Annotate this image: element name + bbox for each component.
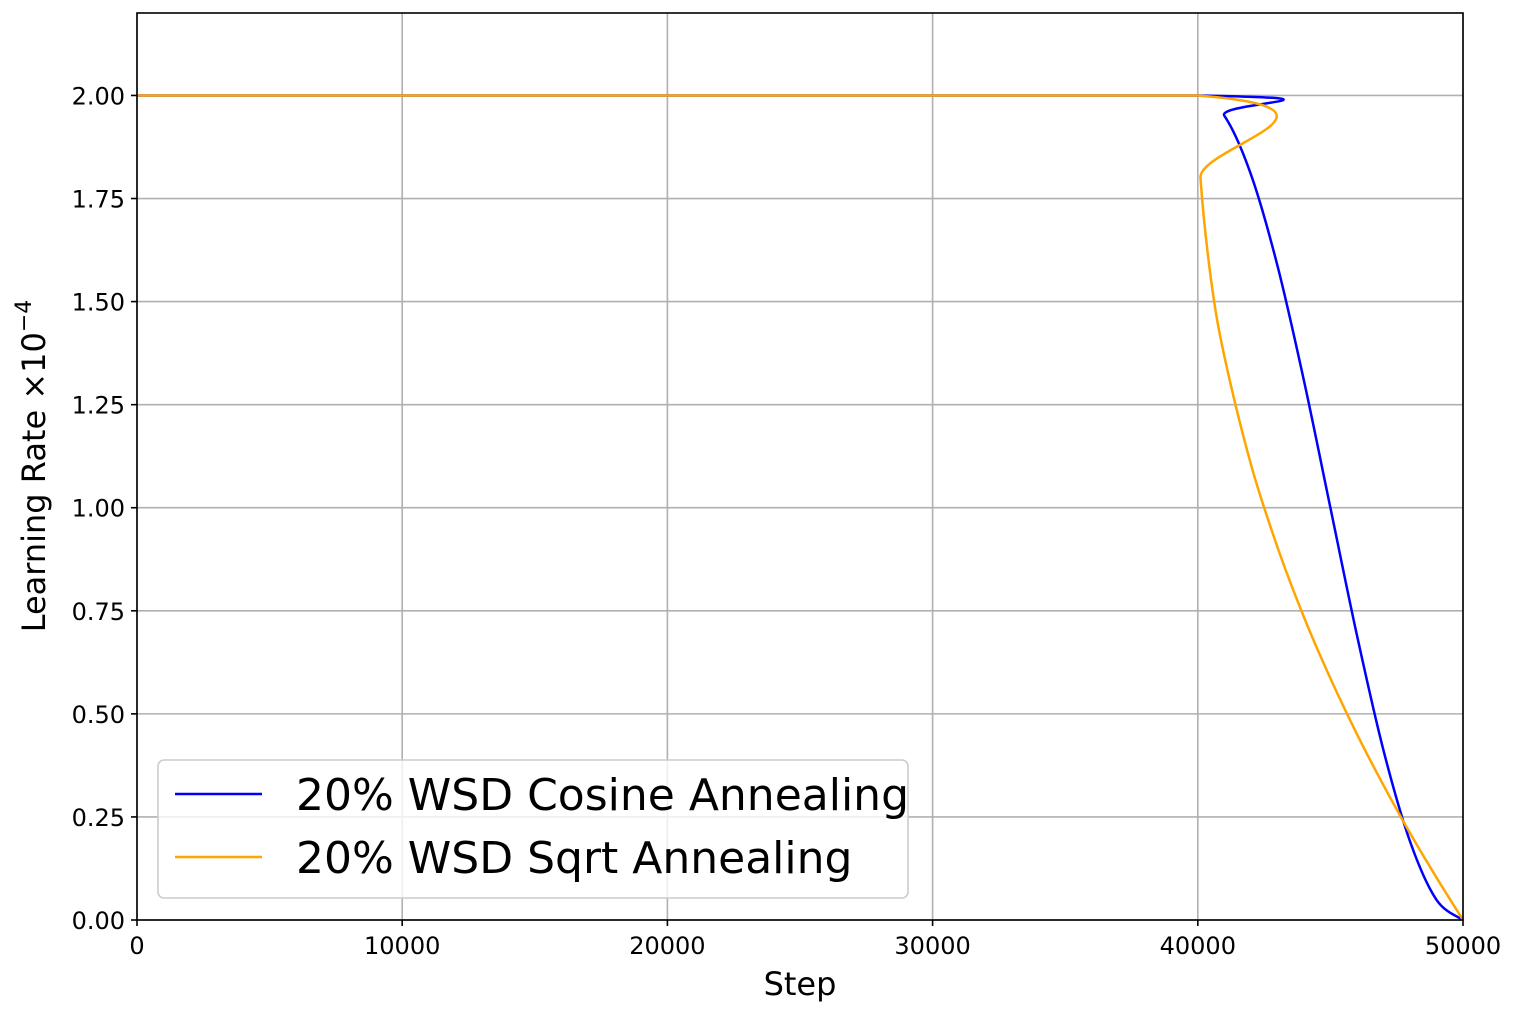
y-tick-label: 0.00 — [72, 907, 125, 935]
series-lines — [137, 94, 1465, 922]
y-tick-label: 2.00 — [72, 82, 125, 110]
x-tick-label: 20000 — [629, 932, 705, 960]
x-tick-label: 0 — [129, 932, 144, 960]
x-axis-label: Step — [764, 965, 837, 1003]
plot-frame — [136, 12, 1464, 921]
x-tick-label: 40000 — [1160, 932, 1236, 960]
x-tick-label: 50000 — [1425, 932, 1501, 960]
x-tick-label: 30000 — [894, 932, 970, 960]
y-axis-ticks: 0.00 0.25 0.50 0.75 1.00 1.25 1.50 1.75 2.00 — [72, 82, 137, 935]
y-tick-label: 1.25 — [72, 392, 125, 420]
y-axis-label: Learning Rate ×10−4 — [12, 300, 53, 633]
legend-label-sqrt: 20% WSD Sqrt Annealing — [296, 833, 852, 884]
legend-label-cosine: 20% WSD Cosine Annealing — [296, 770, 909, 821]
y-tick-label: 0.50 — [72, 701, 125, 729]
y-tick-label: 1.50 — [72, 289, 125, 317]
y-tick-label: 1.75 — [72, 186, 125, 214]
series-line-sqrt — [137, 94, 1465, 921]
legend-box — [157, 759, 909, 899]
series-line-cosine — [137, 94, 1464, 922]
y-tick-label: 1.00 — [72, 495, 125, 523]
y-axis-label-exponent: −4 — [12, 300, 37, 332]
y-tick-label: 0.75 — [72, 598, 125, 626]
x-tick-label: 10000 — [364, 932, 440, 960]
y-axis-label-main: Learning Rate ×10 — [15, 332, 53, 632]
x-axis-ticks: 0 10000 20000 30000 40000 50000 — [129, 920, 1501, 960]
y-tick-label: 0.25 — [72, 804, 125, 832]
legend: 20% WSD Cosine Annealing 20% WSD Sqrt An… — [157, 759, 909, 899]
